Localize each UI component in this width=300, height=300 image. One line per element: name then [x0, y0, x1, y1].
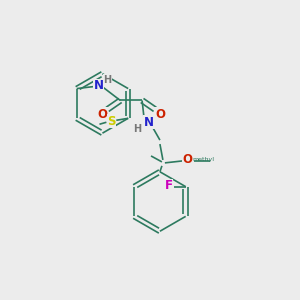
Text: N: N	[144, 116, 154, 129]
Text: O: O	[183, 153, 193, 167]
Text: N: N	[94, 79, 103, 92]
Text: H: H	[133, 124, 141, 134]
Text: F: F	[165, 179, 173, 192]
Text: H: H	[103, 75, 112, 85]
Text: S: S	[107, 115, 116, 128]
Text: O: O	[98, 108, 107, 121]
Text: O: O	[155, 108, 165, 121]
Text: methyl: methyl	[193, 158, 214, 162]
